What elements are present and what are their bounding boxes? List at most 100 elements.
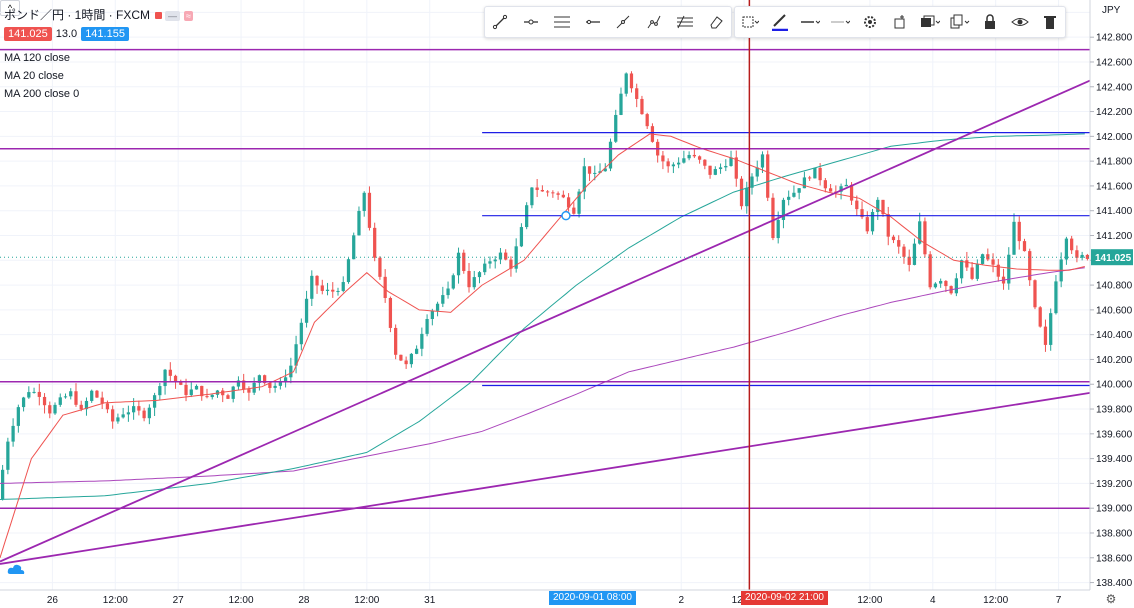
time-tick-label: 12:00	[857, 595, 882, 606]
candle-body	[635, 88, 639, 99]
market-status-icon	[155, 12, 162, 19]
candle-body	[100, 397, 104, 404]
trend-line-icon[interactable]	[489, 11, 511, 33]
time-tick-label: 12:00	[103, 595, 128, 606]
time-axis-bg	[0, 590, 1090, 608]
ask-price-button[interactable]: 141.155	[81, 27, 129, 41]
ma200-line	[0, 267, 1085, 484]
candle-body	[729, 157, 733, 166]
candle-body	[928, 254, 932, 288]
candle-body	[504, 252, 508, 260]
candle-body	[530, 187, 534, 206]
candle-body	[734, 157, 738, 179]
ma200-legend[interactable]: MA 200 close 0	[4, 88, 80, 100]
candle-body	[430, 310, 434, 319]
lock-icon[interactable]	[979, 11, 1001, 33]
template-icon[interactable]	[739, 11, 761, 33]
candle-body	[661, 155, 665, 162]
candle-body	[488, 261, 492, 264]
candle-body	[792, 192, 796, 197]
line-style-icon[interactable]	[799, 11, 821, 33]
candle-body	[939, 280, 943, 284]
candle-body	[1080, 254, 1084, 258]
fib-retracement-icon[interactable]	[674, 11, 696, 33]
settings-icon[interactable]	[859, 11, 881, 33]
brush-icon[interactable]	[769, 11, 791, 33]
ma120-legend[interactable]: MA 120 close	[4, 52, 71, 64]
candle-body	[519, 227, 524, 247]
cloud-icon[interactable]	[6, 561, 26, 579]
candle-body	[367, 192, 372, 228]
bid-price-button[interactable]: 141.025	[4, 27, 52, 41]
time-tick-label: 2	[678, 595, 684, 606]
candle-body	[404, 360, 408, 365]
eraser-icon[interactable]	[705, 11, 727, 33]
candle-body	[944, 280, 948, 287]
candle-body	[965, 260, 969, 268]
candle-body	[986, 254, 990, 260]
candle-body	[352, 235, 356, 260]
candle-body	[582, 166, 586, 192]
candle-body	[310, 275, 314, 299]
candle-body	[236, 380, 241, 387]
delete-icon[interactable]	[1039, 11, 1061, 33]
path-icon[interactable]	[612, 11, 634, 33]
ma20-legend[interactable]: MA 20 close	[4, 70, 64, 82]
candle-body	[687, 154, 691, 159]
minus-badge-icon: —	[165, 11, 180, 21]
candle-body	[855, 200, 859, 210]
clone-icon[interactable]	[889, 11, 911, 33]
candle-body	[540, 189, 545, 192]
time-tick-label: 12:00	[354, 595, 379, 606]
candle-body	[724, 165, 728, 168]
candle-body	[907, 256, 911, 265]
candle-body	[263, 375, 267, 384]
candle-body	[860, 209, 864, 218]
price-tick-label: 142.400	[1096, 82, 1133, 93]
candle-body	[0, 469, 5, 500]
candle-body	[781, 199, 786, 220]
candle-body	[200, 385, 204, 397]
candle-body	[163, 369, 167, 387]
candle-body	[666, 161, 670, 167]
candle-body	[325, 289, 330, 291]
candle-body	[299, 322, 303, 345]
current-price-badge	[1091, 249, 1133, 266]
parallel-channel-icon[interactable]	[551, 11, 573, 33]
candle-body	[451, 275, 455, 289]
horizontal-ray-icon[interactable]	[520, 11, 542, 33]
candle-body	[587, 166, 592, 174]
price-tick-label: 142.000	[1096, 132, 1133, 143]
time-tick-label: 12:00	[983, 595, 1008, 606]
time-tick-label: 27	[173, 595, 185, 606]
candle-body	[409, 353, 413, 365]
visibility-icon[interactable]	[1009, 11, 1031, 33]
candle-body	[388, 297, 393, 328]
horizontal-line-icon[interactable]	[582, 11, 604, 33]
candle-body	[268, 383, 272, 388]
time-tick-label: 12:00	[229, 595, 254, 606]
candle-body	[865, 217, 869, 232]
candle-body	[745, 187, 749, 207]
candle-body	[179, 381, 183, 385]
candle-body	[1070, 238, 1074, 251]
line-width-icon[interactable]	[829, 11, 851, 33]
candle-body	[1085, 254, 1090, 259]
spread-value: 13.0	[55, 28, 78, 40]
settings-icon[interactable]: ⚙	[1105, 592, 1117, 606]
candle-body	[975, 263, 979, 279]
candle-body	[708, 165, 712, 175]
candle-body	[1028, 251, 1032, 281]
candle-body	[247, 389, 251, 393]
copy-icon[interactable]	[949, 11, 971, 33]
price-tick-label: 139.400	[1096, 454, 1133, 465]
price-tick-label: 141.400	[1096, 206, 1133, 217]
polyline-icon[interactable]	[643, 11, 665, 33]
visual-order-icon[interactable]	[919, 11, 941, 33]
candle-body	[718, 167, 723, 170]
candle-body	[959, 260, 964, 279]
candle-body	[378, 257, 382, 277]
price-tick-label: 140.400	[1096, 330, 1133, 341]
candle-body	[221, 390, 225, 396]
